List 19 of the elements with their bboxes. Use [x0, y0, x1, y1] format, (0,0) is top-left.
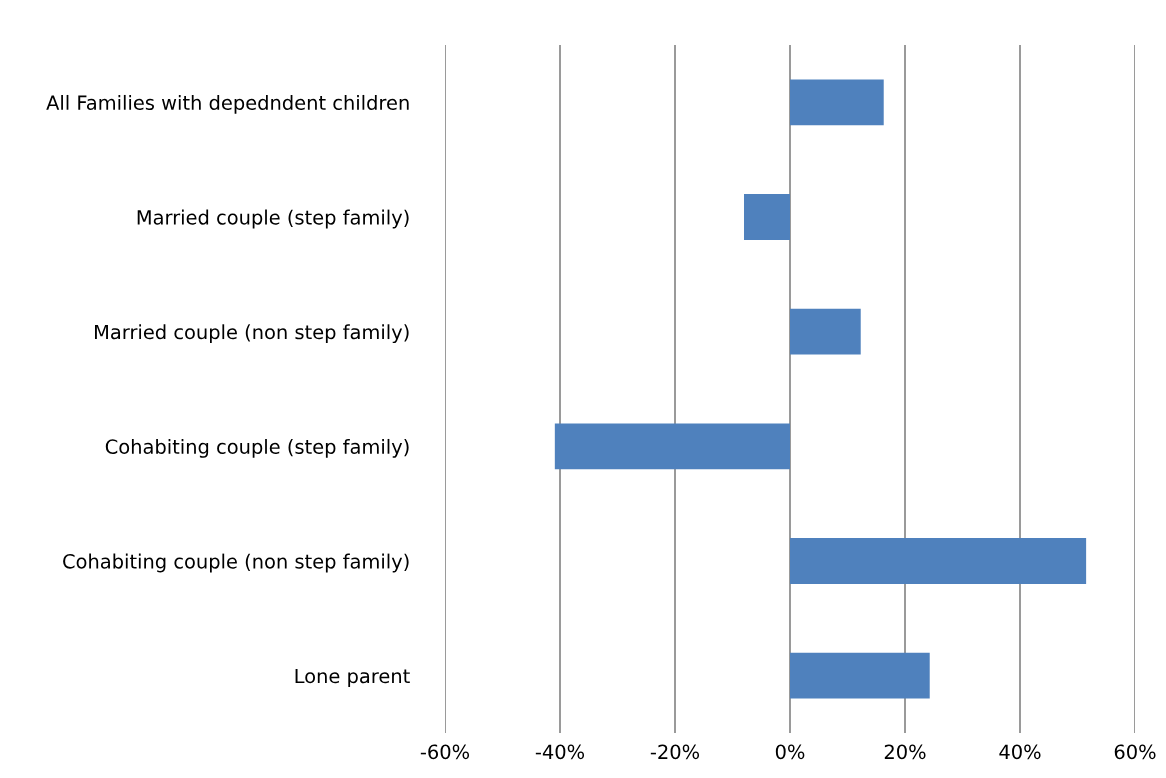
bar: [790, 538, 1087, 584]
x-tick-label: 20%: [884, 744, 926, 760]
y-tick-label: All Families with depedndent children: [46, 94, 409, 114]
x-tick-label: 40%: [999, 744, 1041, 760]
x-tick-label: -40%: [535, 744, 585, 760]
y-tick-label: Cohabiting couple (step family): [105, 438, 409, 458]
bar: [790, 308, 861, 355]
x-tick-label: 60%: [1114, 744, 1156, 760]
bar: [790, 652, 930, 699]
x-tick-label: 0%: [775, 744, 805, 760]
y-tick-label: Lone parent: [295, 668, 410, 688]
y-tick-label: Married couple (step family): [137, 209, 409, 229]
x-tick-label: -20%: [650, 744, 700, 760]
bar: [554, 423, 790, 470]
x-tick-label: -60%: [420, 744, 470, 760]
y-tick-label: Married couple (non step family): [95, 324, 409, 344]
bar: [744, 194, 790, 240]
bar: [790, 79, 884, 126]
y-tick-label: Cohabiting couple (non step family): [63, 553, 409, 573]
